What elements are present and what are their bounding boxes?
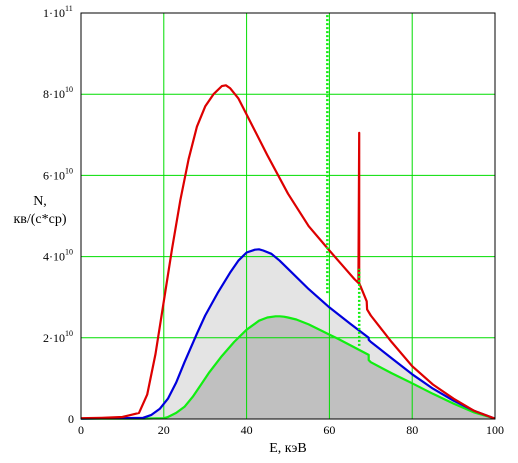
green-series-line — [81, 315, 496, 420]
y-tick-label: 1·10 — [43, 6, 65, 20]
x-tick-label: 80 — [406, 423, 418, 437]
green-area-fill — [81, 316, 495, 419]
y-tick-label: 0 — [68, 412, 74, 426]
y-tick-exponent: 10 — [65, 166, 73, 175]
spike-lines — [326, 13, 361, 346]
y-tick-exponent: 10 — [65, 85, 73, 94]
plot-frame — [80, 12, 496, 420]
grid-lines — [81, 13, 495, 419]
y-axis-label-line1: N, — [33, 194, 47, 209]
y-tick-label: 4·10 — [43, 250, 65, 264]
y-tick-exponent: 11 — [65, 4, 73, 13]
red-series-line — [80, 84, 496, 420]
x-tick-label: 100 — [486, 423, 504, 437]
x-tick-label: 20 — [158, 423, 170, 437]
y-tick-labels: 02·10 104·10 106·10 108·10 101·10 11 — [43, 4, 74, 426]
y-tick-label: 2·10 — [43, 331, 65, 345]
series-lines — [80, 84, 496, 420]
blue-series-line — [80, 248, 496, 420]
x-axis-label: E, кэВ — [269, 441, 307, 456]
y-tick-exponent: 10 — [65, 248, 73, 257]
area-fills — [81, 249, 495, 419]
x-tick-label: 40 — [241, 423, 253, 437]
x-tick-label: 60 — [323, 423, 335, 437]
y-tick-label: 8·10 — [43, 87, 65, 101]
y-axis-label-line2: кв/(с*ср) — [13, 212, 66, 227]
x-tick-labels: 0 20 40 60 80 100 — [78, 423, 504, 437]
y-tick-label: 6·10 — [43, 168, 65, 182]
y-tick-exponent: 10 — [65, 329, 73, 338]
x-tick-label: 0 — [78, 423, 84, 437]
